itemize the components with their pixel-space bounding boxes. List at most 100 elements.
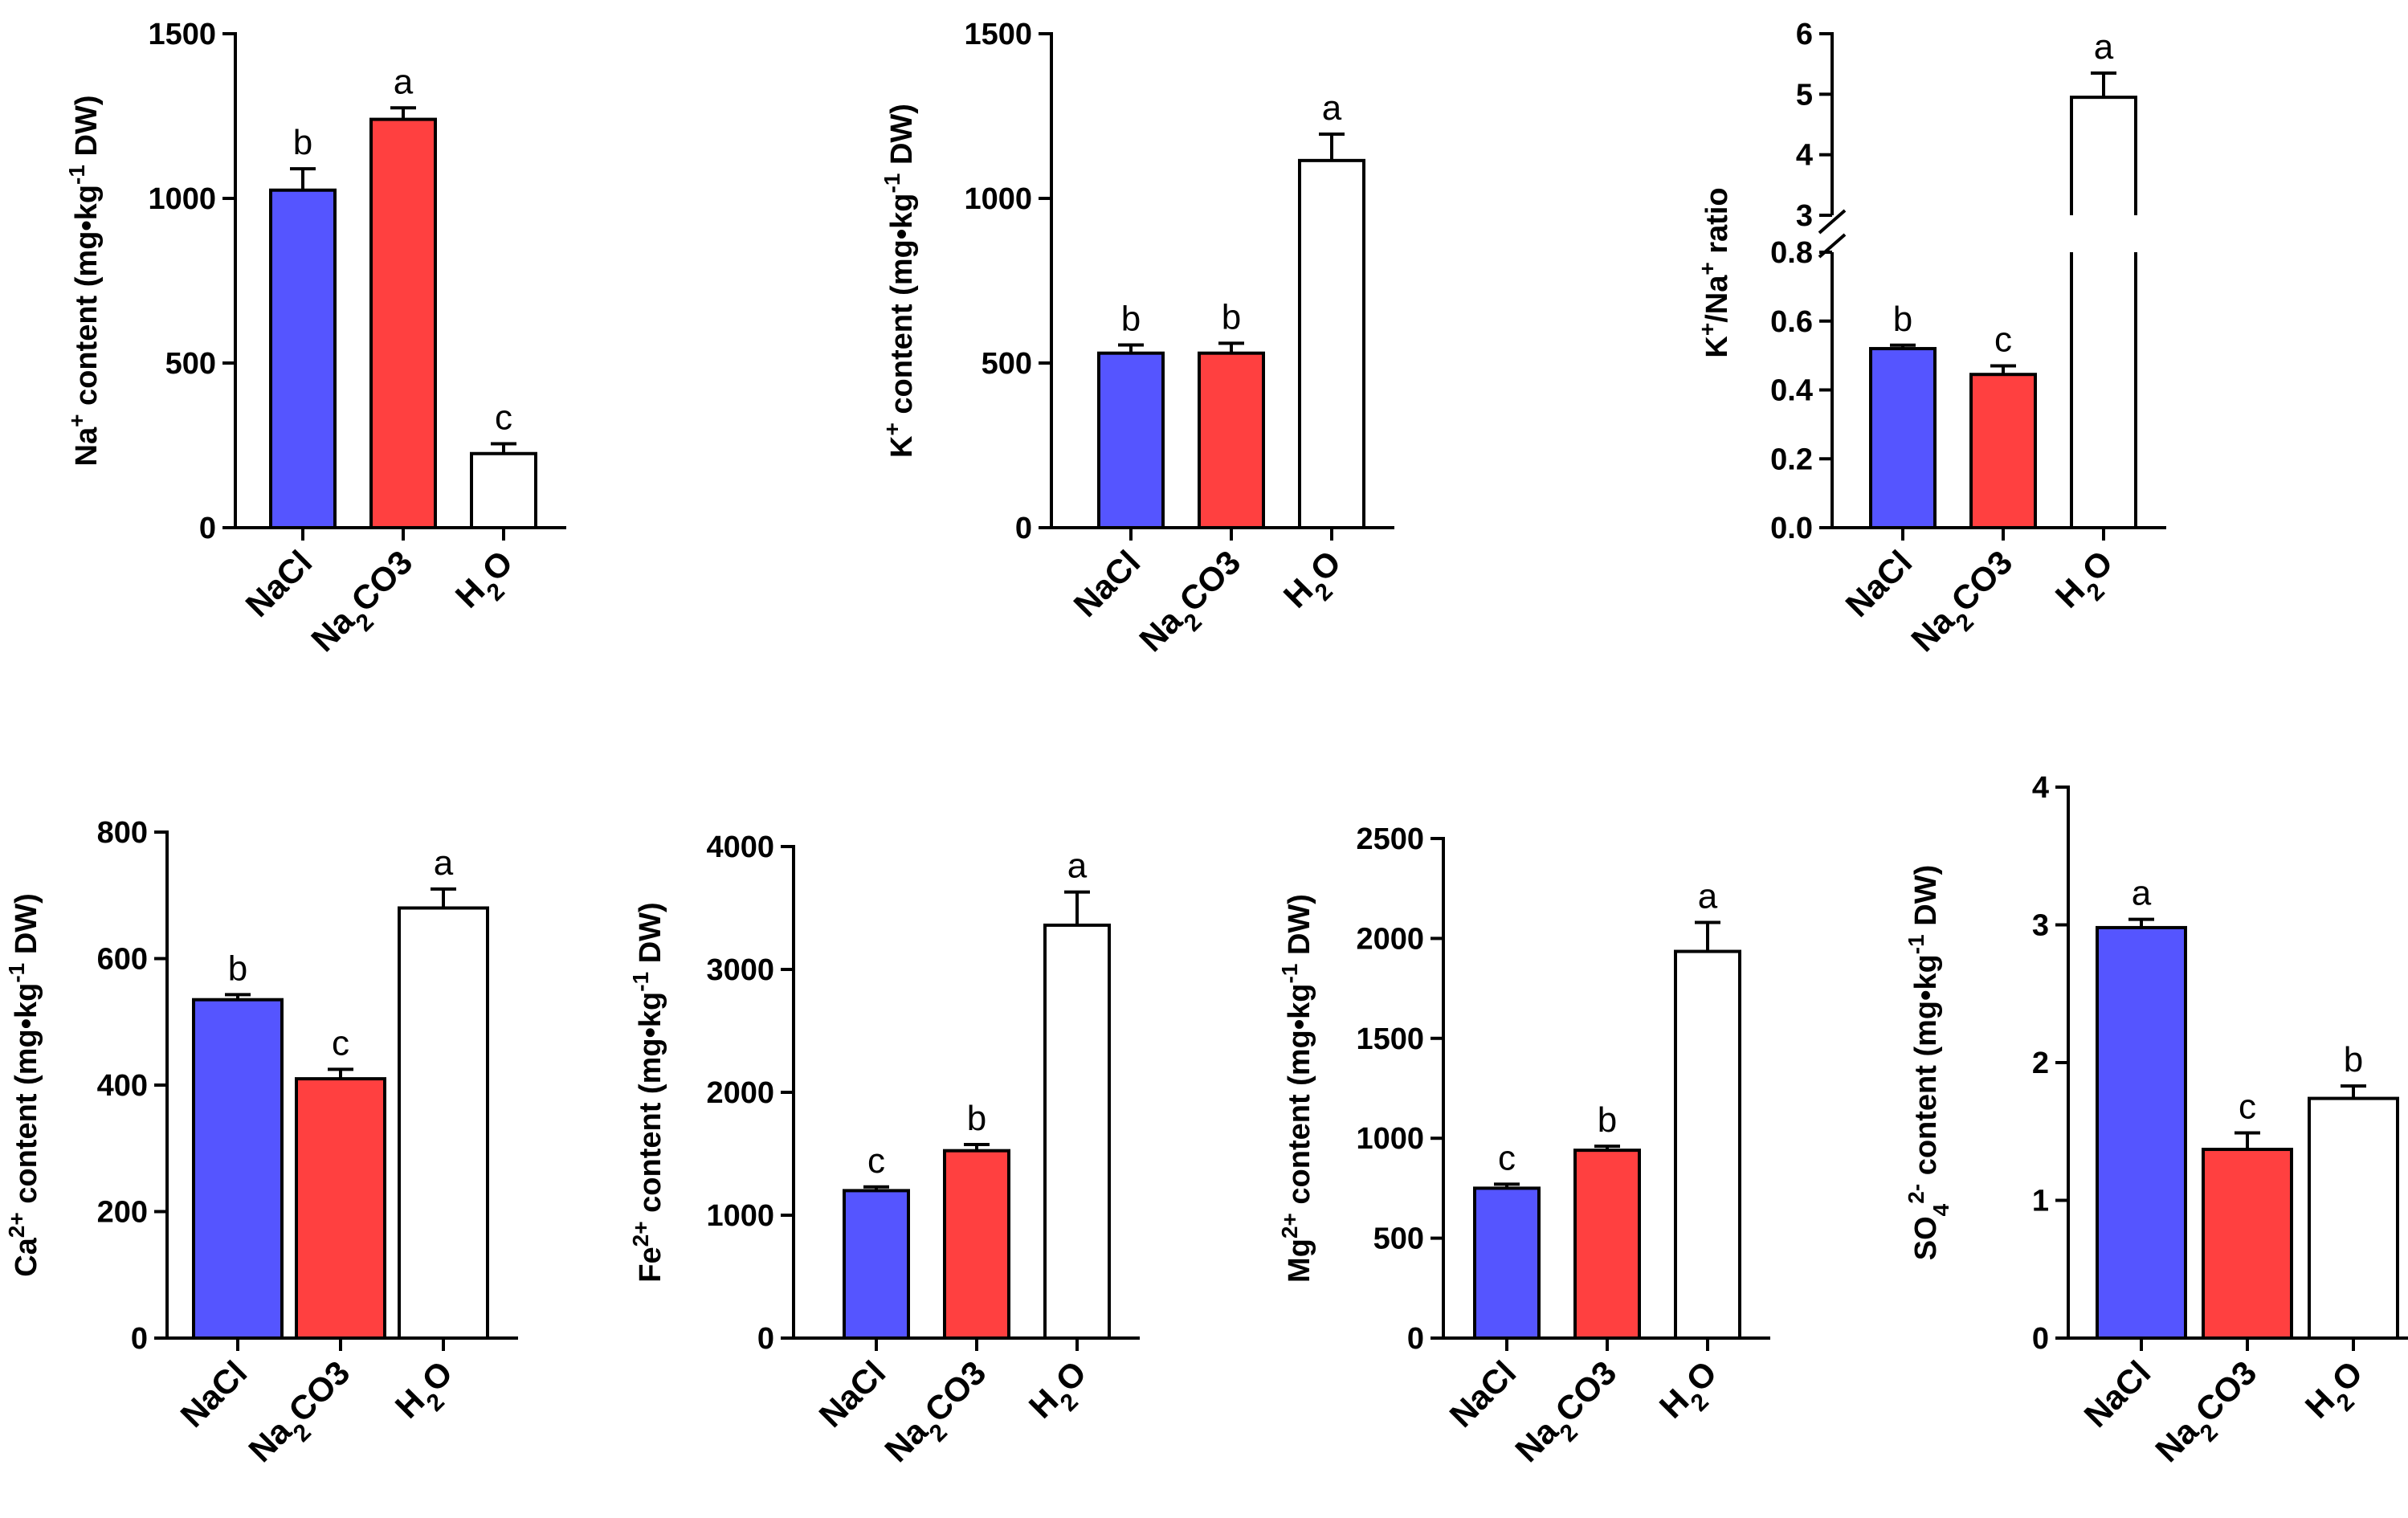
bar-Na2CO3 <box>1573 1149 1641 1340</box>
y-tick-label: 0 <box>199 512 216 545</box>
significance-letter: c <box>2239 1087 2256 1126</box>
bar-Na2CO3 <box>1198 351 1265 530</box>
x-tick-label: NaCl <box>238 543 319 624</box>
y-tick-label: 2000 <box>706 1076 774 1110</box>
y-tick-label: 0.8 <box>1770 236 1813 270</box>
significance-letter: b <box>1893 300 1912 339</box>
bar-Na2CO3 <box>295 1077 386 1340</box>
y-tick-label: 1500 <box>1356 1022 1424 1056</box>
significance-letter: a <box>2132 874 2152 913</box>
significance-letter: a <box>2094 27 2114 67</box>
y-tick-label: 0.6 <box>1770 305 1813 339</box>
y-tick-label: 1500 <box>964 18 1032 51</box>
y-tick-label: 3000 <box>706 953 774 987</box>
significance-letter: b <box>2344 1040 2363 1079</box>
significance-letter: b <box>1222 297 1241 337</box>
axis-break-mark <box>1818 209 1847 235</box>
y-axis-label: Fe2+ content (mg•kg-1 DW) <box>628 902 668 1282</box>
x-tick-label: NaCl <box>2076 1353 2157 1434</box>
significance-letter: a <box>1322 88 1342 128</box>
x-tick-label: H2O <box>1276 543 1357 623</box>
y-tick-label: 0.2 <box>1770 443 1813 476</box>
y-axis-label: K+ content (mg•kg-1 DW) <box>880 104 920 458</box>
y-tick-label: 2000 <box>1356 922 1424 956</box>
bar-H2O <box>398 906 489 1340</box>
y-axis-label: SO42- content (mg•kg-1 DW) <box>1904 865 1953 1260</box>
bar-NaCl <box>269 188 337 529</box>
x-tick-label: H2O <box>448 543 529 623</box>
y-tick-label: 4 <box>2032 771 2049 805</box>
y-tick-label: 1000 <box>964 182 1032 216</box>
x-tick-label: H2O <box>388 1353 468 1434</box>
y-tick-label: 3 <box>1796 199 1813 233</box>
y-tick-label: 500 <box>165 347 216 381</box>
bar-NaCl <box>192 998 284 1340</box>
y-tick-label: 4000 <box>706 830 774 864</box>
bar-NaCl <box>1869 347 1937 529</box>
x-tick-label: NaCl <box>1838 543 1919 624</box>
significance-letter: a <box>394 62 414 101</box>
bar-Na2CO3 <box>1969 373 2037 529</box>
y-tick-label: 1500 <box>148 18 216 51</box>
y-tick-label: 5 <box>1796 78 1813 112</box>
y-tick-label: 0 <box>2032 1322 2049 1356</box>
y-tick-label: 4 <box>1796 139 1813 173</box>
x-tick-label: H2O <box>2298 1353 2378 1434</box>
significance-letter: b <box>293 123 312 162</box>
y-tick-label: 600 <box>97 943 148 977</box>
x-tick-label: Na2CO3 <box>1508 1353 1631 1477</box>
x-tick-label: Na2CO3 <box>2148 1353 2271 1477</box>
x-tick-label: Na2CO3 <box>304 543 427 667</box>
y-tick-label: 1 <box>2032 1185 2049 1218</box>
bar-Na2CO3 <box>2202 1148 2293 1340</box>
x-tick-label: NaCl <box>173 1353 254 1434</box>
bar-H2O <box>1298 158 1365 529</box>
x-tick-label: H2O <box>1652 1353 1733 1434</box>
bar-H2O <box>1674 949 1741 1340</box>
x-tick-label: Na2CO3 <box>1904 543 2027 667</box>
y-axis-label: Ca2+ content (mg•kg-1 DW) <box>4 893 44 1277</box>
significance-letter: b <box>1121 299 1141 338</box>
y-tick-label: 2500 <box>1356 822 1424 856</box>
bar-Na2CO3 <box>943 1149 1010 1340</box>
significance-letter: a <box>1067 847 1088 886</box>
y-tick-label: 400 <box>97 1069 148 1103</box>
y-tick-label: 0 <box>1407 1322 1424 1356</box>
significance-letter: b <box>967 1099 986 1138</box>
y-tick-label: 1000 <box>1356 1122 1424 1156</box>
x-tick-label: H2O <box>2048 543 2128 623</box>
y-tick-label: 6 <box>1796 18 1813 51</box>
bar-H2O-lower <box>2070 252 2137 529</box>
bar-H2O <box>470 451 537 529</box>
bar-NaCl <box>843 1189 910 1340</box>
y-tick-label: 3 <box>2032 909 2049 943</box>
y-tick-label: 0 <box>1015 512 1032 545</box>
y-tick-label: 200 <box>97 1196 148 1230</box>
bar-NaCl <box>2096 925 2187 1340</box>
y-axis-label: Na+ content (mg•kg-1 DW) <box>64 95 104 466</box>
y-axis-label: Mg2+ content (mg•kg-1 DW) <box>1277 894 1317 1283</box>
x-tick-label: NaCl <box>1066 543 1147 624</box>
y-tick-label: 1000 <box>706 1199 774 1233</box>
x-tick-label: NaCl <box>1442 1353 1523 1434</box>
bar-H2O-upper <box>2070 96 2137 215</box>
bar-NaCl <box>1097 351 1165 530</box>
x-tick-label: Na2CO3 <box>1132 543 1255 667</box>
significance-letter: c <box>495 398 512 437</box>
bar-Na2CO3 <box>369 117 437 529</box>
y-tick-label: 0 <box>757 1322 774 1356</box>
significance-letter: a <box>434 843 454 883</box>
bar-H2O <box>1043 923 1111 1340</box>
y-tick-label: 1000 <box>148 182 216 216</box>
significance-letter: c <box>867 1141 885 1181</box>
x-tick-label: NaCl <box>811 1353 892 1434</box>
bar-H2O <box>2308 1096 2399 1340</box>
significance-letter: c <box>1994 320 2012 359</box>
